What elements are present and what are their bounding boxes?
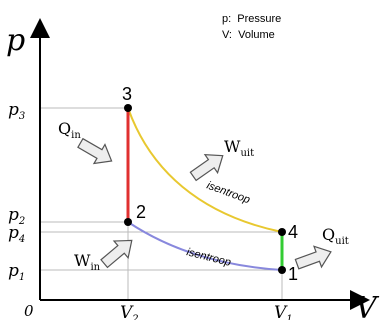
tick-p2: p2	[8, 205, 25, 227]
arrow-w-in	[100, 239, 133, 269]
q-out-label: Quit	[322, 225, 349, 247]
tick-v2: V2	[120, 303, 139, 320]
point-2-dot	[124, 218, 132, 226]
w-in-label: Win	[74, 251, 101, 273]
point-1-label: 1	[288, 264, 298, 284]
point-4-label: 4	[288, 222, 298, 242]
point-2-label: 2	[136, 202, 146, 222]
y-axis-label: p	[6, 23, 25, 58]
point-3-label: 3	[122, 84, 132, 104]
isentroop-upper-label: isentroop	[205, 180, 252, 207]
tick-p4: p4	[8, 223, 25, 245]
tick-p3: p3	[8, 100, 25, 122]
arrow-w-out	[189, 154, 224, 182]
legend-line-1: p: Pressure	[222, 13, 281, 25]
legend-line-2: V: Volume	[222, 29, 275, 41]
q-in-label: Qin	[58, 119, 81, 141]
arrow-q-in	[77, 137, 113, 165]
arrow-q-out	[294, 245, 332, 270]
expansion-curve	[127, 107, 283, 233]
point-1-dot	[278, 266, 286, 274]
origin-label: 0	[24, 302, 34, 320]
w-out-label: Wuit	[224, 137, 254, 159]
point-4-dot	[278, 228, 286, 236]
isentroop-lower-label: isentroop	[185, 246, 232, 269]
compression-curve	[127, 221, 283, 271]
x-axis-label: V	[355, 291, 380, 320]
tick-p1: p1	[8, 261, 25, 283]
tick-v1: V1	[274, 303, 293, 320]
point-3-dot	[124, 104, 132, 112]
